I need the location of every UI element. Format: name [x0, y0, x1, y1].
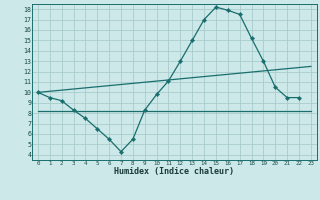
X-axis label: Humidex (Indice chaleur): Humidex (Indice chaleur) — [115, 167, 234, 176]
